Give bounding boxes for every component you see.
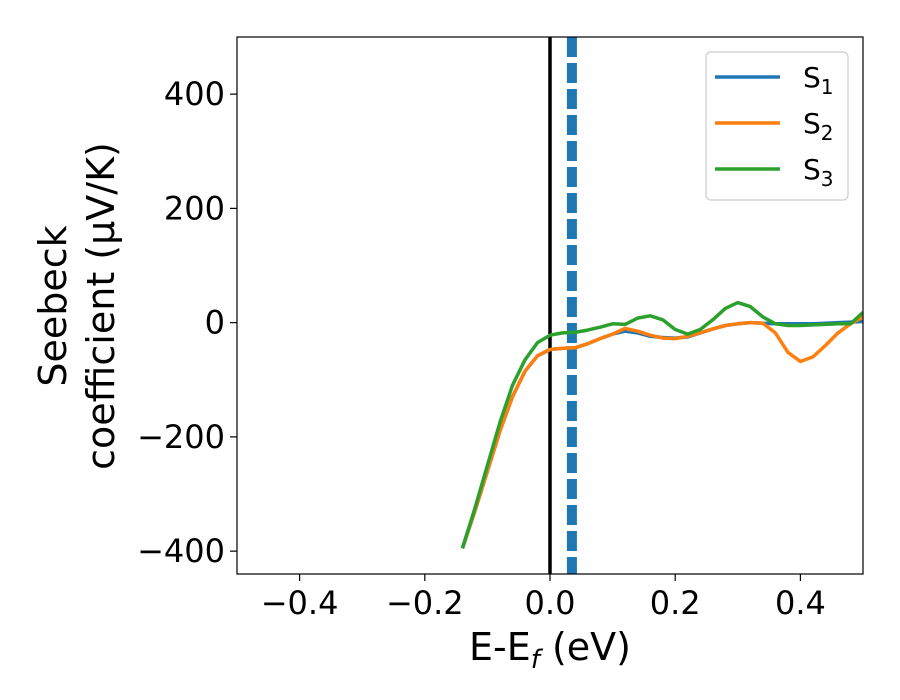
series-lines [460, 300, 863, 549]
y-tick-label: −200 [137, 418, 225, 456]
series-line-s2 [460, 315, 863, 549]
x-tick-label: 0.4 [775, 584, 826, 622]
reference-lines [548, 37, 577, 574]
x-tick-label: 0.0 [525, 584, 576, 622]
y-axis-title-line: coefficient (μV/K) [79, 142, 123, 470]
y-tick-label: 0 [205, 304, 225, 342]
x-axis-title: E-Ef (eV) [469, 625, 631, 675]
series-line-s1 [460, 319, 863, 549]
y-axis-title: Seebeck coefficient (μV/K) [31, 142, 123, 470]
y-tick-label: 400 [164, 75, 225, 113]
legend-box [705, 51, 849, 201]
plot-frame [236, 36, 864, 575]
x-tick-label: −0.2 [386, 584, 464, 622]
y-axis-title-line: Seebeck [31, 225, 75, 386]
y-tick-label: −400 [137, 532, 225, 570]
x-tick-label: −0.4 [261, 584, 339, 622]
series-line-s3 [460, 300, 863, 549]
x-axis-title-group: E-Ef (eV) [469, 625, 631, 675]
axis-ticks: −0.4 −0.2 0.0 0.2 0.4 −400 −200 0 200 400 [137, 75, 826, 622]
y-tick-label: 200 [164, 189, 225, 227]
x-tick-label: 0.2 [650, 584, 701, 622]
